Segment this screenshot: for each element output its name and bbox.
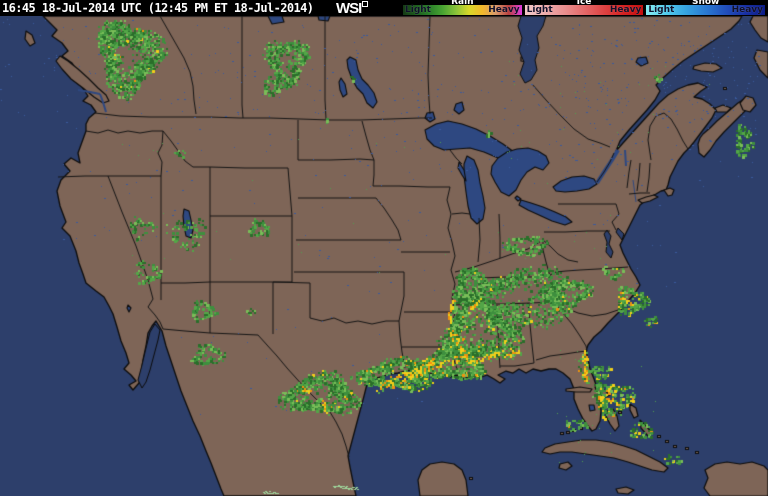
legend-ice-title: Ice: [576, 0, 592, 7]
legend-snow-title: Snow: [691, 0, 720, 7]
legend-rain-heavy-label: Heavy: [488, 5, 520, 15]
legend-rain-scale: [403, 5, 522, 15]
timestamp-label: 16:45 18-Jul-2014 UTC (12:45 PM ET 18-Ju…: [2, 1, 314, 15]
legend-rain-light-label: Light: [405, 5, 431, 15]
top-bar: 16:45 18-Jul-2014 UTC (12:45 PM ET 18-Ju…: [0, 0, 768, 17]
legend-ice: Ice Light Heavy: [524, 0, 644, 16]
legend-ice-scale: [524, 5, 644, 15]
wsi-logo: WSI: [336, 0, 369, 17]
legend-snow-heavy-label: Heavy: [731, 5, 764, 15]
legend-snow-scale: [646, 5, 766, 15]
precip-legend: Rain Light Heavy Ice Light Heavy Snow Li…: [403, 0, 766, 16]
logo-degree-mark: [362, 1, 369, 7]
legend-snow: Snow Light Heavy: [646, 0, 766, 16]
legend-snow-light-label: Light: [648, 5, 675, 15]
legend-rain: Rain Light Heavy: [403, 0, 522, 16]
legend-ice-light-label: Light: [526, 5, 553, 15]
legend-rain-title: Rain: [451, 0, 474, 7]
legend-ice-heavy-label: Heavy: [609, 5, 642, 15]
